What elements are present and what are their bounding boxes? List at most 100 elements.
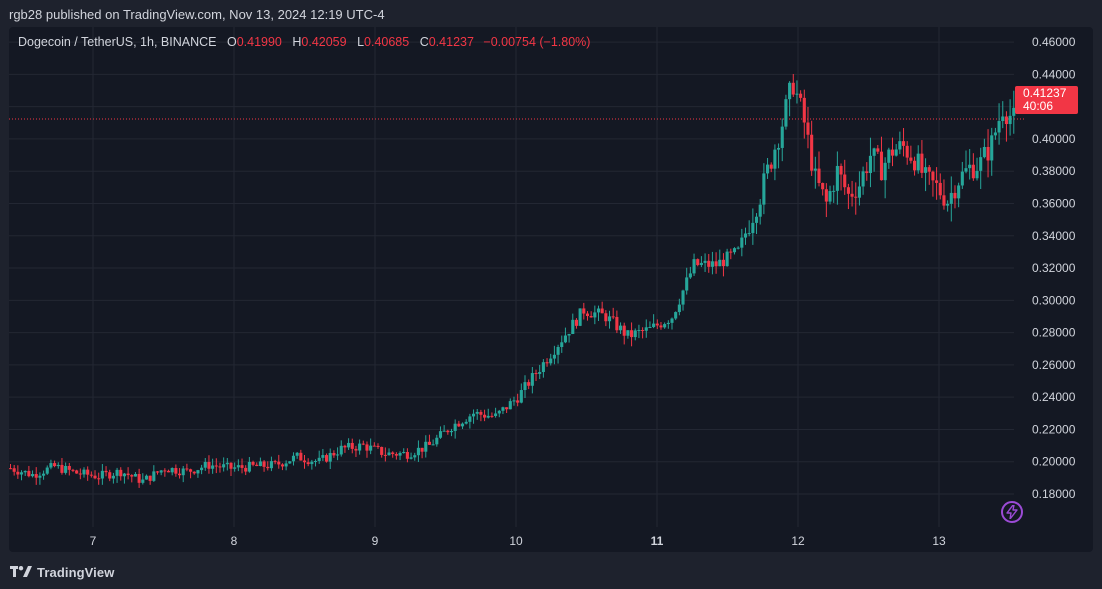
candle-body [56, 464, 60, 467]
candle-body [846, 187, 850, 194]
candle-body [413, 455, 417, 458]
candle-body [155, 471, 160, 473]
y-tick-label: 0.34000 [1032, 229, 1076, 243]
candle-body [747, 233, 751, 235]
candle-body [449, 430, 454, 433]
candle-body [751, 222, 755, 234]
candle-body [218, 466, 222, 468]
candle-body [236, 465, 240, 468]
candle-body [607, 316, 612, 322]
chart-pane[interactable]: 0.18000 0.20000 0.22000 0.24000 0.26000 0.280… [9, 27, 1093, 552]
candle-body [163, 470, 167, 472]
candle-body [648, 327, 652, 329]
candle-body [53, 463, 57, 467]
bar-countdown: 40:06 [1023, 99, 1054, 113]
candle-body [273, 461, 277, 463]
candle-body [486, 415, 490, 418]
candle-body [773, 149, 777, 169]
footer-brand[interactable]: TradingView [10, 563, 114, 581]
candle-body [148, 475, 152, 481]
tradingview-logo-icon [10, 566, 32, 577]
y-tick-label: 0.18000 [1032, 487, 1076, 501]
candle-body [541, 362, 545, 373]
candle-body [710, 261, 714, 267]
candle-body [189, 469, 193, 472]
chart-axes: 0.18000 0.20000 0.22000 0.24000 0.26000 0.280… [90, 35, 1076, 548]
low-value: 0.40685 [364, 35, 410, 49]
x-tick-label: 13 [932, 534, 946, 548]
candle-body [405, 452, 409, 459]
candle-body [222, 464, 226, 468]
candle-body [732, 248, 737, 253]
candle-body [604, 313, 608, 322]
candle-body [780, 126, 784, 148]
candle-body [905, 145, 909, 158]
candle-body [578, 308, 582, 326]
candle-body [262, 461, 266, 467]
candle-body [872, 148, 876, 156]
candle-body [416, 447, 420, 456]
candle-body [313, 460, 318, 462]
candle-body [935, 180, 939, 183]
candle-body [317, 457, 321, 461]
candle-body [857, 186, 861, 198]
candle-body [931, 171, 935, 181]
candle-body [633, 330, 637, 338]
candle-body [835, 165, 839, 191]
candle-body [196, 470, 200, 474]
candle-body [427, 441, 431, 445]
candlestick-chart[interactable]: 0.18000 0.20000 0.22000 0.24000 0.26000 0.280… [9, 27, 1093, 552]
candle-body [38, 475, 42, 478]
candle-body [372, 445, 376, 447]
candle-body [376, 445, 380, 447]
candle-body [108, 472, 112, 479]
candle-body [920, 153, 924, 173]
candle-body [269, 461, 273, 469]
candle-body [729, 251, 733, 253]
candle-body [192, 471, 196, 474]
lightning-bolt-icon[interactable] [1001, 501, 1023, 523]
candle-body [332, 452, 336, 456]
open-label: O [226, 35, 237, 49]
candle-body [799, 93, 803, 98]
candle-body [707, 260, 711, 267]
candle-body [27, 470, 31, 477]
candle-body [306, 462, 310, 465]
candle-body [769, 164, 773, 169]
candle-body [802, 97, 806, 123]
candle-body [567, 333, 571, 336]
candle-body [258, 461, 262, 467]
candle-body [997, 121, 1001, 133]
candle-body [34, 474, 38, 478]
candle-body [663, 324, 667, 328]
tradingview-brand-text: TradingView [37, 564, 115, 580]
candle-body [850, 193, 854, 197]
last-price-value: 0.41237 [1023, 86, 1067, 100]
candle-body [159, 470, 163, 473]
candle-body [813, 168, 817, 171]
candle-body [141, 479, 145, 483]
candle-body [777, 147, 781, 150]
candle-body [93, 475, 97, 479]
candle-body [574, 319, 578, 326]
candle-body [398, 452, 402, 456]
candle-body [9, 468, 13, 470]
candle-body [247, 461, 251, 472]
candle-body [457, 423, 461, 427]
candle-body [100, 470, 104, 479]
candle-body [766, 164, 770, 174]
published-by-text: rgb28 published on TradingView.com, Nov … [9, 7, 385, 22]
candle-body [993, 132, 997, 136]
candle-body [391, 452, 395, 455]
candle-body [519, 390, 523, 403]
candle-body [600, 308, 604, 314]
candle-body [1001, 116, 1005, 122]
candle-body [119, 469, 123, 477]
x-tick-label: 11 [651, 534, 664, 548]
candle-body [703, 260, 707, 263]
candle-body [181, 468, 185, 476]
candle-body [255, 464, 259, 467]
candle-body [585, 313, 590, 317]
candle-body [23, 470, 27, 473]
symbol-name[interactable]: Dogecoin / TetherUS, 1h, BINANCE [18, 35, 217, 49]
